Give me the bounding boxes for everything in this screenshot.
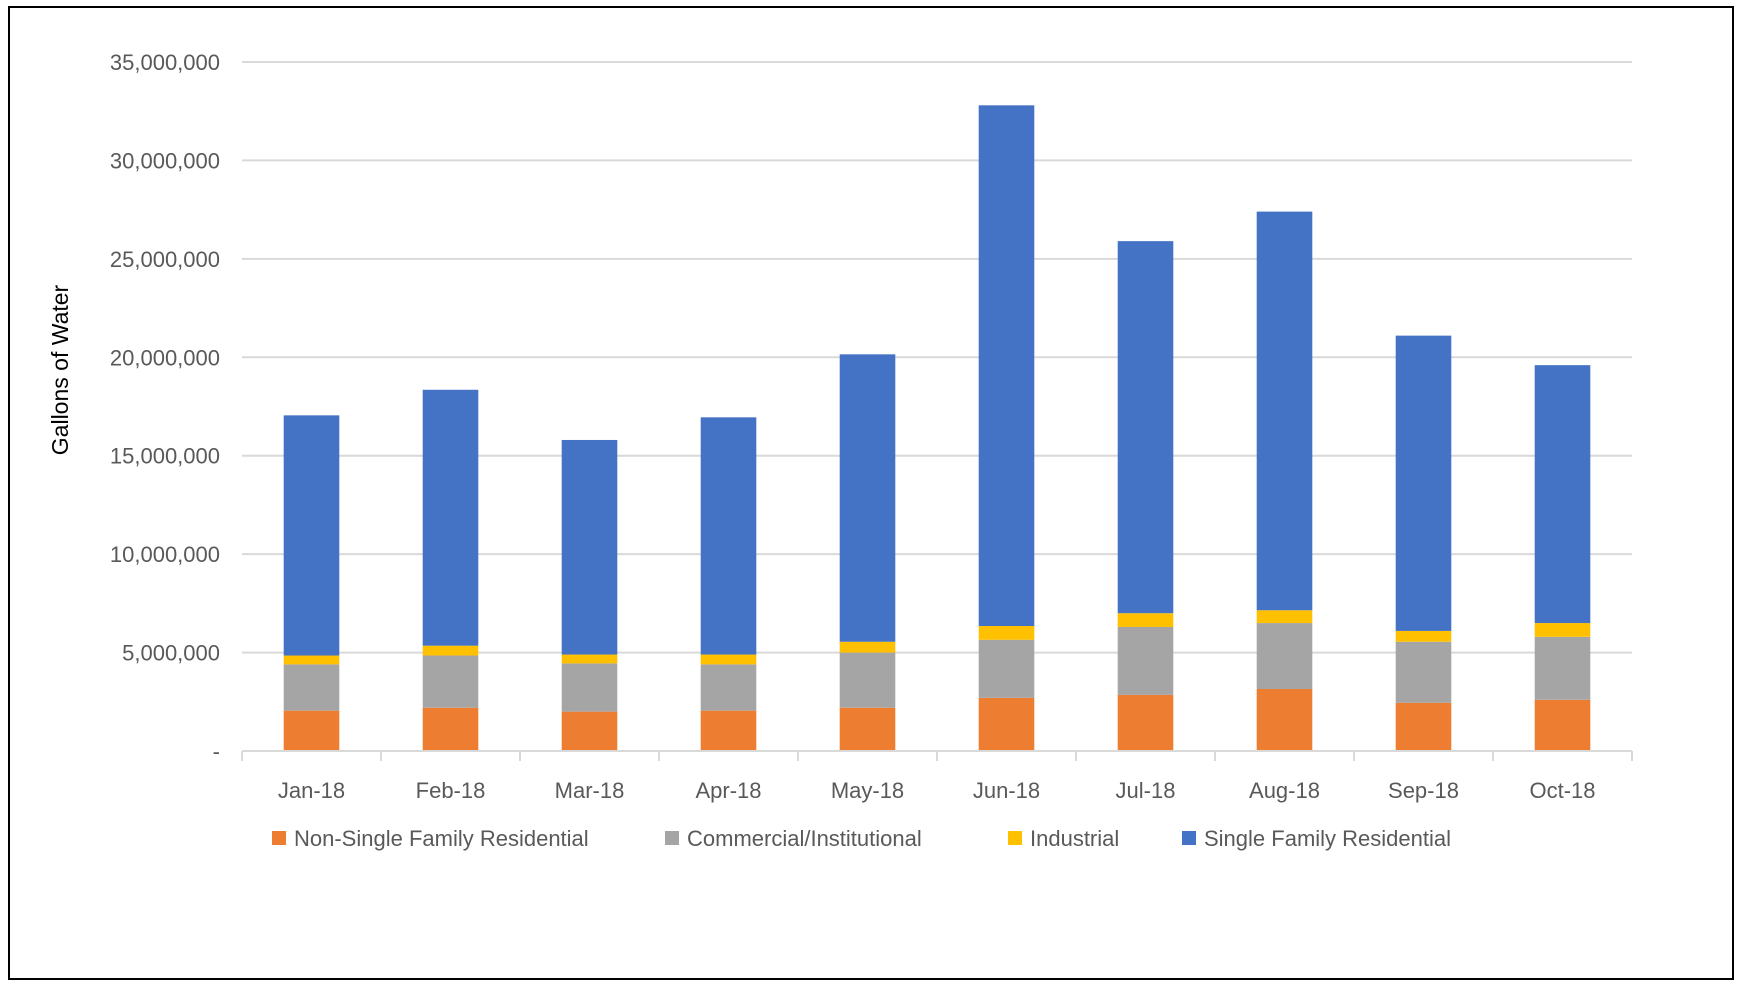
bar-segment xyxy=(1256,610,1313,624)
x-tick-label: Aug-18 xyxy=(1249,778,1320,803)
x-tick-label: Jan-18 xyxy=(278,778,345,803)
bar-segment xyxy=(978,639,1035,698)
y-tick-label: 15,000,000 xyxy=(110,444,220,469)
y-tick-label: - xyxy=(213,739,220,764)
y-tick-label: 10,000,000 xyxy=(110,542,220,567)
bar-segment xyxy=(700,654,757,665)
bar-segment xyxy=(422,645,479,656)
bar-segment xyxy=(1395,335,1452,631)
bar-segment xyxy=(1117,613,1174,627)
bar-segment xyxy=(1256,211,1313,611)
bar-segment xyxy=(1256,688,1313,751)
bar-segment xyxy=(283,710,340,751)
legend-label: Single Family Residential xyxy=(1204,826,1451,851)
bars xyxy=(283,105,1591,751)
bar-segment xyxy=(561,663,618,712)
bar-segment xyxy=(422,707,479,751)
y-tick-label: 20,000,000 xyxy=(110,345,220,370)
bar-segment xyxy=(1534,623,1591,637)
bar-segment xyxy=(1534,636,1591,700)
bar-segment xyxy=(978,697,1035,751)
bar-segment xyxy=(839,707,896,751)
legend-swatch xyxy=(665,831,679,845)
y-axis-title: Gallons of Water xyxy=(47,284,73,455)
y-tick-label: 5,000,000 xyxy=(122,641,220,666)
bar-segment xyxy=(422,389,479,646)
bar-segment xyxy=(561,439,618,655)
x-tick-label: Mar-18 xyxy=(555,778,625,803)
x-tick-label: Oct-18 xyxy=(1529,778,1595,803)
bar-segment xyxy=(839,652,896,708)
legend-swatch xyxy=(272,831,286,845)
bar-segment xyxy=(283,664,340,711)
legend-swatch xyxy=(1182,831,1196,845)
x-tick-label: Jul-18 xyxy=(1116,778,1176,803)
chart-frame: - 5,000,000 10,000,000 15,000,000 20,000,000… xyxy=(8,6,1734,980)
legend-swatch xyxy=(1008,831,1022,845)
stacked-bar-chart: - 5,000,000 10,000,000 15,000,000 20,000,000… xyxy=(47,50,1633,851)
x-tick-label: May-18 xyxy=(831,778,904,803)
bar-segment xyxy=(700,417,757,655)
bar-segment xyxy=(1256,623,1313,689)
bar-segment xyxy=(1117,694,1174,751)
bar-segment xyxy=(978,105,1035,626)
bar-segment xyxy=(1395,641,1452,703)
legend-label: Commercial/Institutional xyxy=(687,826,922,851)
bar-segment xyxy=(978,625,1035,640)
y-tick-label: 25,000,000 xyxy=(110,247,220,272)
y-tick-label: 35,000,000 xyxy=(110,50,220,75)
bar-segment xyxy=(1395,630,1452,642)
x-tick-label: Apr-18 xyxy=(695,778,761,803)
bar-segment xyxy=(1534,365,1591,624)
legend: Non-Single Family Residential Commercial/… xyxy=(272,826,1451,851)
bar-segment xyxy=(700,710,757,751)
x-tick-label: Jun-18 xyxy=(973,778,1040,803)
bar-segment xyxy=(561,654,618,664)
bar-segment xyxy=(283,655,340,665)
legend-label: Industrial xyxy=(1030,826,1119,851)
y-tick-label: 30,000,000 xyxy=(110,148,220,173)
bar-segment xyxy=(1117,241,1174,614)
x-axis xyxy=(241,750,1633,761)
legend-label: Non-Single Family Residential xyxy=(294,826,589,851)
x-tick-label: Sep-18 xyxy=(1388,778,1459,803)
x-axis-ticks: Jan-18 Feb-18 Mar-18 Apr-18 May-18 Jun-18 Jul-… xyxy=(278,778,1596,803)
y-axis-ticks: - 5,000,000 10,000,000 15,000,000 20,000,000… xyxy=(110,50,220,764)
bar-segment xyxy=(561,711,618,751)
x-tick-label: Feb-18 xyxy=(416,778,486,803)
bar-segment xyxy=(422,655,479,708)
bar-segment xyxy=(1395,702,1452,751)
bar-segment xyxy=(283,415,340,656)
bar-segment xyxy=(700,664,757,711)
bar-segment xyxy=(839,641,896,653)
bar-segment xyxy=(839,354,896,642)
bar-segment xyxy=(1117,626,1174,695)
bar-segment xyxy=(1534,699,1591,751)
